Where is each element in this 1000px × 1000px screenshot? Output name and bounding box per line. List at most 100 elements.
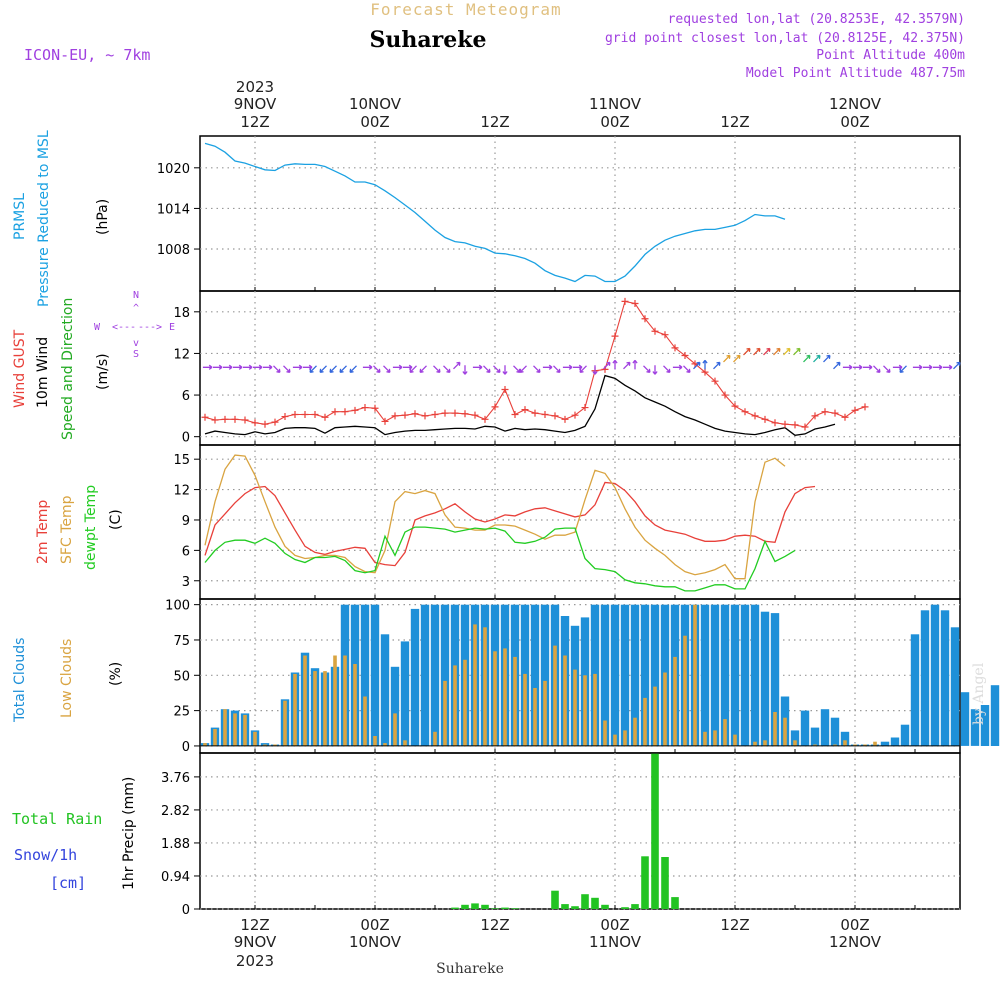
total-clouds-bar <box>800 710 810 746</box>
precip-bar <box>451 907 459 909</box>
wind-direction-arrow <box>329 365 337 373</box>
low-clouds-bar <box>243 714 247 746</box>
gust-marker <box>301 410 309 418</box>
wind-direction-arrow <box>493 365 501 373</box>
ytick-label: 25 <box>173 705 190 720</box>
gust-marker <box>571 411 579 419</box>
header: Forecast Meteogram Suhareke ICON-EU, ~ 7… <box>24 0 965 81</box>
precip-grid <box>200 753 960 910</box>
ytick-label: 9 <box>182 514 190 529</box>
wind-direction-arrow <box>833 361 841 370</box>
ytick-label: 1014 <box>157 202 190 217</box>
precip-bar <box>571 906 579 909</box>
precip-bar <box>551 890 559 909</box>
gust-marker <box>221 415 229 423</box>
precip-bar <box>471 903 479 909</box>
cm-label: [cm] <box>50 874 86 892</box>
low-clouds-bar <box>753 741 757 746</box>
temperature-panel: 15 12 9 6 3 2m Temp SFC Temp dewpt Temp (C) <box>35 444 961 600</box>
pressure-grid <box>200 136 960 291</box>
clouds-panel: 100 75 50 25 0 Total Clouds Low Clouds (%) <box>12 598 1000 755</box>
gust-marker <box>781 420 789 428</box>
compass-rose: N ^ W <--- ---> E v S <box>94 290 175 360</box>
gust-marker <box>641 315 649 323</box>
gust-marker <box>441 409 449 417</box>
bottom-time-label: 12NOV <box>829 933 882 951</box>
wind-direction-arrow <box>623 361 631 370</box>
wind-direction-arrow <box>953 361 961 370</box>
wind-direction-arrow <box>672 364 683 370</box>
gust-marker <box>611 332 619 340</box>
ytick-label: 6 <box>182 544 190 559</box>
wind-direction-arrow <box>702 359 708 370</box>
gust-marker <box>761 415 769 423</box>
total-clouds-bar <box>710 604 720 746</box>
wind-direction-arrow <box>922 364 933 370</box>
top-time-label: 11NOV <box>589 95 642 113</box>
gust-marker <box>311 410 319 418</box>
gust-marker <box>481 415 489 423</box>
total-clouds-bar <box>760 611 770 746</box>
wind-direction-arrows <box>202 347 961 375</box>
low-clouds-bar <box>693 604 697 746</box>
pressure-series <box>204 142 786 283</box>
gust-marker <box>401 411 409 419</box>
total-clouds-bar <box>980 705 990 746</box>
total-clouds-bar <box>430 604 440 746</box>
wind-direction-arrow <box>783 347 791 356</box>
precip-bar <box>641 856 649 909</box>
low-clouds-bar <box>623 730 627 746</box>
low-clouds-bar <box>233 713 237 746</box>
gust-marker <box>561 415 569 423</box>
wind-direction-arrow <box>773 347 781 356</box>
low-clouds-bar <box>533 688 537 746</box>
temperature-yticks: 15 12 9 6 3 <box>173 453 916 599</box>
low-clouds-bar <box>493 651 497 746</box>
wind-direction-arrow <box>443 365 451 373</box>
bottom-time-label: 00Z <box>600 916 629 934</box>
low-clouds-bar <box>263 744 267 746</box>
precip-bar <box>481 904 489 909</box>
top-time-label: 12Z <box>480 113 509 131</box>
wind-direction-arrow <box>683 365 691 373</box>
wind-direction-arrow <box>562 364 573 370</box>
gust-marker <box>821 408 829 416</box>
total-rain-label: Total Rain <box>12 810 102 828</box>
gust-marker <box>381 417 389 425</box>
gust-marker <box>691 360 699 368</box>
total-clouds-bar <box>600 604 610 746</box>
top-time-label: 00Z <box>360 113 389 131</box>
total-clouds-bar <box>540 604 550 746</box>
ytick-label: 0 <box>182 431 190 446</box>
ytick-label: 3 <box>182 575 190 590</box>
gust-marker <box>331 408 339 416</box>
total-clouds-bar <box>610 604 620 746</box>
dewpt-temp-line <box>204 526 796 592</box>
gust-marker <box>751 412 759 420</box>
2m-temp-line <box>204 481 816 567</box>
low-clouds-bar <box>303 655 307 746</box>
wind-direction-arrow <box>693 361 701 370</box>
total-clouds-bar <box>990 685 1000 746</box>
low-clouds-bar <box>853 744 857 746</box>
wind-direction-arrow <box>309 365 317 373</box>
precip-bar <box>581 894 589 909</box>
compass-n: N <box>133 290 139 301</box>
low-clouds-bar <box>813 744 817 746</box>
wind-direction-arrow <box>883 365 891 373</box>
total-clouds-bar <box>720 604 730 746</box>
low-clouds-bar <box>703 731 707 746</box>
wind-direction-arrow <box>242 364 253 370</box>
bottom-time-label: 00Z <box>360 916 389 934</box>
grid-coords: grid point closest lon,lat (20.8125E, 42… <box>605 31 965 46</box>
total-clouds-bar <box>910 634 920 746</box>
wind-direction-arrow <box>763 347 771 356</box>
precip-bar <box>621 907 629 909</box>
gust-marker <box>391 412 399 420</box>
wind-direction-arrow <box>912 364 923 370</box>
wind-direction-arrow <box>222 364 233 370</box>
gust-marker <box>651 327 659 335</box>
pressure-reduced-label: Pressure Reduced to MSL <box>36 130 52 307</box>
low-clouds-bar <box>843 740 847 746</box>
